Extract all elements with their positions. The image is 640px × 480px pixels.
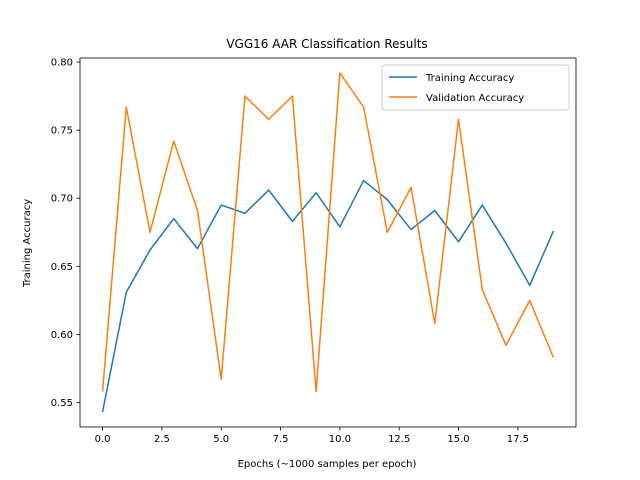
x-axis-label: Epochs (~1000 samples per epoch) xyxy=(238,459,417,470)
x-axis-ticks: 0.0 2.5 5.0 7.5 10.0 12.5 15.0 17.5 xyxy=(95,427,529,445)
x-tick-label: 10.0 xyxy=(329,434,351,445)
x-tick-label: 5.0 xyxy=(213,434,229,445)
plot-area xyxy=(79,57,577,428)
legend-entry-label: Training Accuracy xyxy=(425,73,514,84)
x-tick-label: 7.5 xyxy=(273,434,289,445)
chart-title: VGG16 AAR Classification Results xyxy=(226,37,427,51)
y-tick-label: 0.70 xyxy=(51,194,73,205)
x-tick-label: 17.5 xyxy=(507,434,529,445)
y-axis-ticks: 0.55 0.60 0.65 0.70 0.75 0.80 xyxy=(51,58,80,409)
series-line-training-accuracy xyxy=(101,179,555,413)
plot-frame xyxy=(79,57,577,428)
y-tick-label: 0.80 xyxy=(51,58,73,69)
y-tick-label: 0.75 xyxy=(51,126,73,137)
legend: Training Accuracy Validation Accuracy xyxy=(381,64,570,111)
legend-entry-label: Validation Accuracy xyxy=(426,93,524,104)
series-line-validation-accuracy xyxy=(101,72,555,393)
y-tick-label: 0.60 xyxy=(51,330,73,341)
series-lines xyxy=(101,72,555,413)
y-tick-label: 0.55 xyxy=(51,398,73,409)
x-tick-label: 2.5 xyxy=(154,434,170,445)
x-tick-label: 12.5 xyxy=(388,434,410,445)
x-tick-label: 0.0 xyxy=(95,434,111,445)
x-tick-label: 15.0 xyxy=(447,434,469,445)
legend-box xyxy=(381,64,570,111)
y-axis-label: Training Accuracy xyxy=(22,199,33,288)
y-tick-label: 0.65 xyxy=(51,262,73,273)
